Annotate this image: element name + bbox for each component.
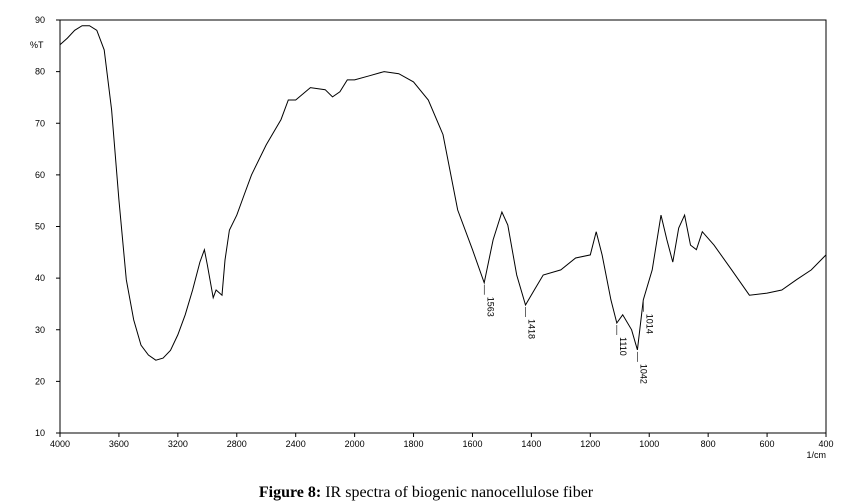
x-tick-label: 2800 [227, 439, 247, 449]
y-tick-label: 30 [35, 325, 45, 335]
x-tick-label: 2400 [286, 439, 306, 449]
caption-label: Figure 8: [259, 484, 321, 501]
x-tick-label: 2000 [345, 439, 365, 449]
x-tick-label: 1600 [462, 439, 482, 449]
x-tick-label: 1400 [521, 439, 541, 449]
y-axis-label: %T [30, 40, 44, 50]
x-tick-label: 4000 [50, 439, 70, 449]
x-tick-label: 1800 [404, 439, 424, 449]
x-tick-label: 800 [701, 439, 716, 449]
y-tick-label: 20 [35, 376, 45, 386]
caption: Figure 8: IR spectra of biogenic nanocel… [259, 484, 594, 501]
x-tick-label: 3200 [168, 439, 188, 449]
y-tick-label: 10 [35, 428, 45, 438]
x-axis-label: 1/cm [806, 450, 826, 460]
y-tick-label: 80 [35, 67, 45, 77]
y-tick-label: 50 [35, 222, 45, 232]
plot-frame [59, 19, 827, 434]
peak-label: 1042 [638, 364, 648, 384]
x-tick-label: 1000 [639, 439, 659, 449]
caption-text: IR spectra of biogenic nanocellulose fib… [325, 484, 594, 501]
y-tick-label: 70 [35, 118, 45, 128]
x-tick-label: 1200 [580, 439, 600, 449]
y-tick-label: 40 [35, 273, 45, 283]
peak-label: 1110 [618, 337, 628, 356]
y-tick-label: 90 [35, 15, 45, 25]
spectrum-line [59, 25, 827, 361]
x-tick-label: 600 [760, 439, 775, 449]
x-tick-label: 3600 [109, 439, 129, 449]
peak-label: 1014 [644, 314, 654, 334]
y-tick-label: 60 [35, 170, 45, 180]
peak-label: 1418 [526, 319, 536, 339]
x-tick-label: 400 [818, 439, 833, 449]
peak-label: 1563 [485, 297, 495, 317]
